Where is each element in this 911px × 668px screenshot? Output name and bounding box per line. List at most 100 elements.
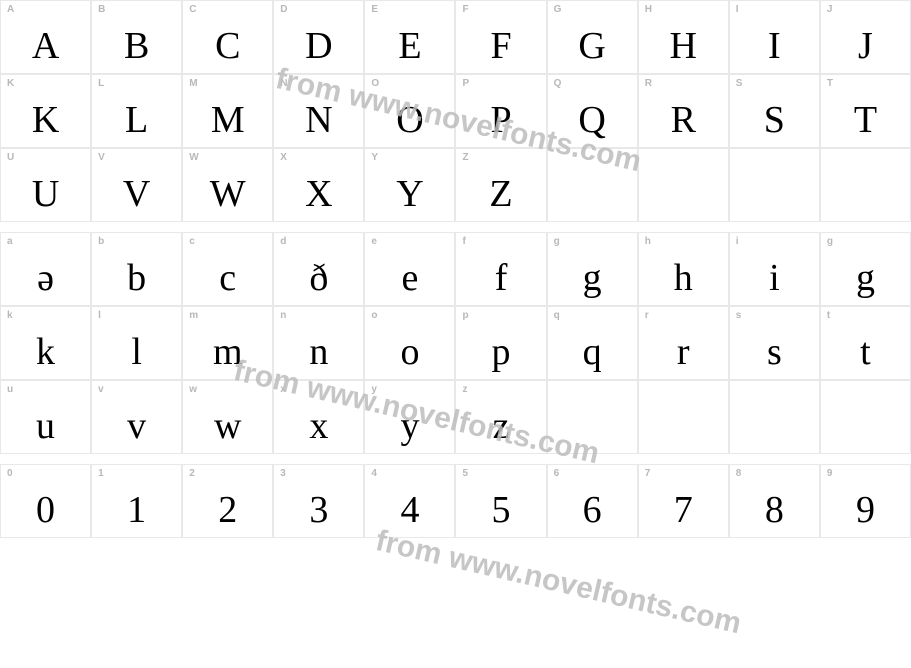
glyph: Y (396, 175, 423, 213)
section-spacer (0, 222, 911, 232)
cell-label: 7 (645, 468, 651, 479)
glyph-cell: KK (0, 74, 91, 148)
cell-label: n (280, 310, 286, 321)
glyph: L (125, 101, 148, 139)
glyph-cell: WW (182, 148, 273, 222)
glyph-cell: 88 (729, 464, 820, 538)
glyph-cell (638, 148, 729, 222)
glyph-cell: SS (729, 74, 820, 148)
cell-label: R (645, 78, 652, 89)
cell-label: W (189, 152, 198, 163)
cell-label: F (462, 4, 468, 15)
cell-label: 6 (554, 468, 560, 479)
glyph: 0 (36, 491, 55, 529)
cell-label: Z (462, 152, 468, 163)
glyph: A (32, 27, 59, 65)
glyph: 4 (400, 491, 419, 529)
glyph: ð (309, 259, 328, 297)
glyph-cell: II (729, 0, 820, 74)
glyph: 7 (674, 491, 693, 529)
cell-label: T (827, 78, 833, 89)
glyph: z (493, 407, 510, 445)
glyph: W (210, 175, 246, 213)
glyph-cell: AA (0, 0, 91, 74)
glyph: M (211, 101, 245, 139)
glyph-cell: 66 (547, 464, 638, 538)
cell-label: a (7, 236, 13, 247)
cell-label: O (371, 78, 379, 89)
glyph-cell: GG (547, 0, 638, 74)
cell-label: h (645, 236, 651, 247)
cell-label: x (280, 384, 286, 395)
glyph-cell: zz (455, 380, 546, 454)
glyph-cell: oo (364, 306, 455, 380)
glyph: h (674, 259, 693, 297)
cell-label: y (371, 384, 377, 395)
glyph: 8 (765, 491, 784, 529)
glyph-cell: CC (182, 0, 273, 74)
cell-label: I (736, 4, 739, 15)
glyph: e (402, 259, 419, 297)
glyph-cell: bb (91, 232, 182, 306)
cell-label: e (371, 236, 377, 247)
glyph-cell: 55 (455, 464, 546, 538)
glyph: 1 (127, 491, 146, 529)
cell-label: q (554, 310, 560, 321)
glyph: Z (489, 175, 512, 213)
glyph-cell: UU (0, 148, 91, 222)
glyph-cell: XX (273, 148, 364, 222)
cell-label: 1 (98, 468, 104, 479)
glyph-cell: MM (182, 74, 273, 148)
glyph: C (215, 27, 240, 65)
glyph: R (671, 101, 696, 139)
cell-label: b (98, 236, 104, 247)
glyph: S (764, 101, 785, 139)
glyph-cell: rr (638, 306, 729, 380)
glyph-cell: ff (455, 232, 546, 306)
cell-label: c (189, 236, 195, 247)
glyph-cell: qq (547, 306, 638, 380)
cell-label: C (189, 4, 196, 15)
section-spacer (0, 454, 911, 464)
glyph: J (858, 27, 873, 65)
cell-label: g (827, 236, 833, 247)
glyph-cell: JJ (820, 0, 911, 74)
glyph-cell: gg (547, 232, 638, 306)
glyph-cell: QQ (547, 74, 638, 148)
glyph: 5 (492, 491, 511, 529)
glyph: p (492, 333, 511, 371)
glyph: 3 (309, 491, 328, 529)
glyph-cell (638, 380, 729, 454)
cell-label: 8 (736, 468, 742, 479)
glyph-cell (820, 380, 911, 454)
glyph: t (860, 333, 871, 371)
cell-label: V (98, 152, 105, 163)
glyph: v (127, 407, 146, 445)
glyph-cell: DD (273, 0, 364, 74)
glyph-cell: mm (182, 306, 273, 380)
glyph: N (305, 101, 332, 139)
glyph: V (123, 175, 150, 213)
cell-label: t (827, 310, 830, 321)
glyph: g (856, 259, 875, 297)
cell-label: o (371, 310, 377, 321)
glyph-cell: 11 (91, 464, 182, 538)
glyph: 6 (583, 491, 602, 529)
cell-label: 0 (7, 468, 13, 479)
glyph-cell: TT (820, 74, 911, 148)
cell-label: X (280, 152, 287, 163)
cell-label: d (280, 236, 286, 247)
glyph: T (854, 101, 877, 139)
glyph: r (677, 333, 690, 371)
glyph-cell: dð (273, 232, 364, 306)
cell-label: w (189, 384, 197, 395)
glyph-cell: LL (91, 74, 182, 148)
cell-label: 4 (371, 468, 377, 479)
section-lowercase: aəbbccdðeeffgghhiiggkkllmmnnooppqqrrsstt… (0, 232, 911, 454)
cell-label: u (7, 384, 13, 395)
cell-label: 9 (827, 468, 833, 479)
glyph-cell: 33 (273, 464, 364, 538)
glyph: k (36, 333, 55, 371)
cell-label: S (736, 78, 743, 89)
glyph-cell (547, 380, 638, 454)
